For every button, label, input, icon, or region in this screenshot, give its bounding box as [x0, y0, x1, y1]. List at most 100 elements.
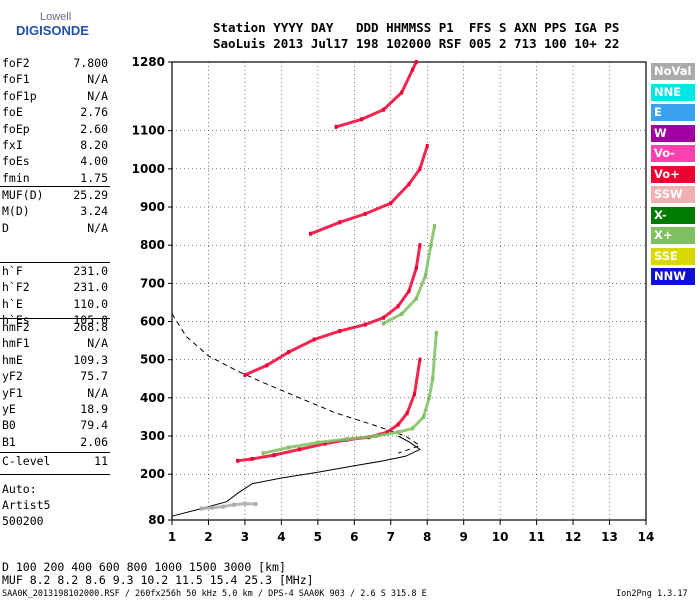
trace-point [338, 220, 342, 225]
param-row: yF1 N/A [2, 386, 108, 402]
param-value: N/A [87, 72, 108, 87]
trace-point [407, 289, 411, 293]
param-label: foF1p [2, 88, 37, 103]
legend-item: X+ [651, 227, 695, 244]
param-value: 75.7 [80, 369, 108, 384]
param-label: M(D) [2, 204, 30, 219]
autoscale-line: Artist5 [2, 498, 51, 512]
param-label: B1 [2, 434, 16, 449]
x-tick-label: 14 [638, 530, 655, 544]
y-tick-label: 400 [140, 391, 165, 405]
x-tick-label: 11 [528, 530, 545, 544]
param-value: 11 [94, 454, 108, 468]
panel-separator [0, 474, 110, 475]
autoscale-line: 500200 [2, 514, 44, 528]
trace-point [360, 117, 364, 122]
footer-version: Ion2Png 1.3.17 [616, 589, 688, 599]
param-label: h`F2 [2, 280, 30, 295]
footer-file-info: SAA0K_2013198102000.RSF / 260fx256h 50 k… [2, 589, 427, 599]
param-row: yE 18.9 [2, 402, 108, 418]
y-tick-label: 200 [140, 467, 165, 481]
footer-muf-row: MUF 8.2 8.2 8.6 9.3 10.2 11.5 15.4 25.3 … [2, 573, 314, 587]
param-row: hmF2 268.8 [2, 320, 108, 336]
profile-solid-line [171, 435, 421, 517]
y-tick-label: 80 [148, 513, 165, 527]
param-value: N/A [87, 220, 108, 235]
x-tick-label: 7 [387, 530, 395, 544]
param-value: 231.0 [73, 280, 108, 295]
x-tick-label: 4 [277, 530, 285, 544]
logo-lowell: Lowell [40, 11, 72, 23]
y-tick-label: 800 [140, 238, 165, 252]
param-value: N/A [87, 385, 108, 400]
x-tick-label: 2 [204, 530, 212, 544]
trace-point [232, 502, 236, 507]
param-value: 2.06 [80, 434, 108, 449]
param-value: 231.0 [73, 264, 108, 278]
param-label: yF2 [2, 369, 23, 384]
trace-point [405, 411, 409, 416]
param-row: D N/A [2, 221, 108, 237]
y-tick-label: 1100 [132, 124, 165, 138]
panel-separator [0, 318, 110, 319]
logo-digisonde: DIGISONDE [16, 23, 89, 38]
trace-point [400, 311, 404, 316]
param-value: 110.0 [73, 296, 108, 311]
trace-point [345, 437, 349, 442]
param-value: 109.3 [73, 352, 108, 367]
trace-point [250, 456, 254, 461]
x-tick-label: 5 [314, 530, 322, 544]
x-tick-label: 3 [241, 530, 249, 544]
param-value: 8.20 [80, 138, 108, 152]
param-row: B0 79.4 [2, 418, 108, 434]
trace-point [236, 458, 240, 463]
y-tick-label: 300 [140, 429, 165, 443]
trace-line [243, 243, 422, 377]
trace-point [287, 445, 291, 450]
trace-point [316, 440, 320, 445]
param-row: h`Es 105.0 [2, 313, 108, 329]
param-value: N/A [87, 88, 108, 103]
trace-point [425, 143, 429, 148]
profile-dashed-line [171, 313, 422, 454]
trace-point [396, 430, 400, 435]
trace-point [261, 451, 265, 456]
trace-point [363, 211, 367, 216]
y-tick-label: 1280 [132, 55, 165, 69]
param-row: yF2 75.7 [2, 369, 108, 385]
param-value: 105.0 [73, 313, 108, 328]
legend-item: NoVal [651, 63, 695, 80]
param-value: 2.60 [80, 121, 108, 136]
trace-point [433, 224, 437, 229]
footer-distance-row: D 100 200 400 600 800 1000 1500 3000 [km… [2, 560, 286, 574]
trace-point [414, 296, 418, 301]
param-row: foF1p N/A [2, 89, 108, 105]
param-label: MUF(D) [2, 188, 44, 202]
y-tick-label: 600 [140, 315, 165, 329]
param-label: foE [2, 105, 23, 120]
param-row: h`E 110.0 [2, 297, 108, 313]
param-label: foF2 [2, 56, 30, 70]
y-tick-label: 900 [140, 200, 165, 214]
trace-point [400, 90, 404, 95]
trace-point [411, 426, 415, 431]
trace-point [396, 422, 400, 427]
header-row-2: SaoLuis 2013 Jul17 198 102000 RSF 005 2 … [213, 36, 620, 51]
param-label: D [2, 220, 9, 235]
param-row: C-level 11 [2, 454, 108, 470]
param-label: hmF2 [2, 320, 30, 334]
trace-point [287, 350, 291, 355]
trace-point [309, 231, 313, 236]
legend-item: X- [651, 206, 695, 224]
param-value: 4.00 [80, 154, 108, 169]
param-row: MUF(D) 25.29 [2, 188, 108, 204]
param-row: B1 2.06 [2, 435, 108, 451]
trace-point [418, 166, 422, 171]
param-label: B0 [2, 418, 16, 433]
param-label: hmF1 [2, 336, 30, 351]
trace-point [429, 243, 433, 248]
legend-item: NNE [651, 83, 695, 101]
trace-point [427, 395, 431, 400]
param-label: h`E [2, 296, 23, 311]
trace-point [243, 501, 247, 506]
